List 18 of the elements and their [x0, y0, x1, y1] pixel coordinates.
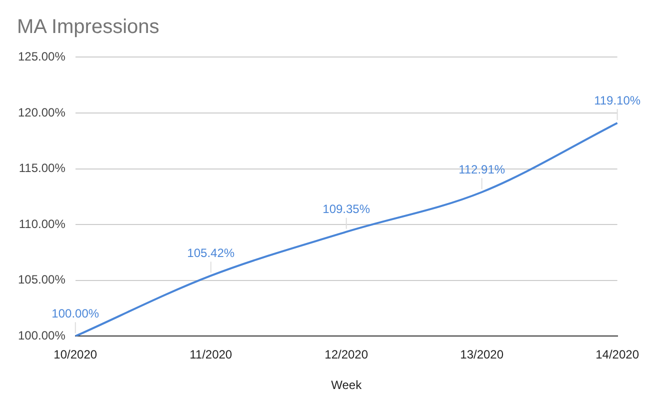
x-tick-label: 10/2020: [54, 348, 98, 362]
x-tick-label: 13/2020: [460, 348, 504, 362]
x-axis-title: Week: [331, 378, 363, 392]
y-tick-label: 120.00%: [18, 105, 66, 120]
chart-title: MA Impressions: [17, 16, 160, 39]
data-label: 100.00%: [52, 306, 100, 321]
y-tick-label: 110.00%: [18, 216, 66, 231]
data-label: 112.91%: [458, 162, 506, 176]
x-tick-label: 11/2020: [190, 348, 232, 362]
y-tick-label: 115.00%: [18, 161, 66, 176]
y-tick-label: 125.00%: [18, 50, 66, 64]
x-tick-label: 12/2020: [324, 348, 368, 362]
x-tick-label: 14/2020: [596, 348, 640, 362]
data-label: 105.42%: [187, 246, 235, 260]
data-label: 109.35%: [322, 202, 370, 216]
y-tick-label: 100.00%: [18, 328, 66, 343]
y-tick-label: 105.00%: [18, 272, 66, 287]
data-label: 119.10%: [594, 93, 641, 108]
